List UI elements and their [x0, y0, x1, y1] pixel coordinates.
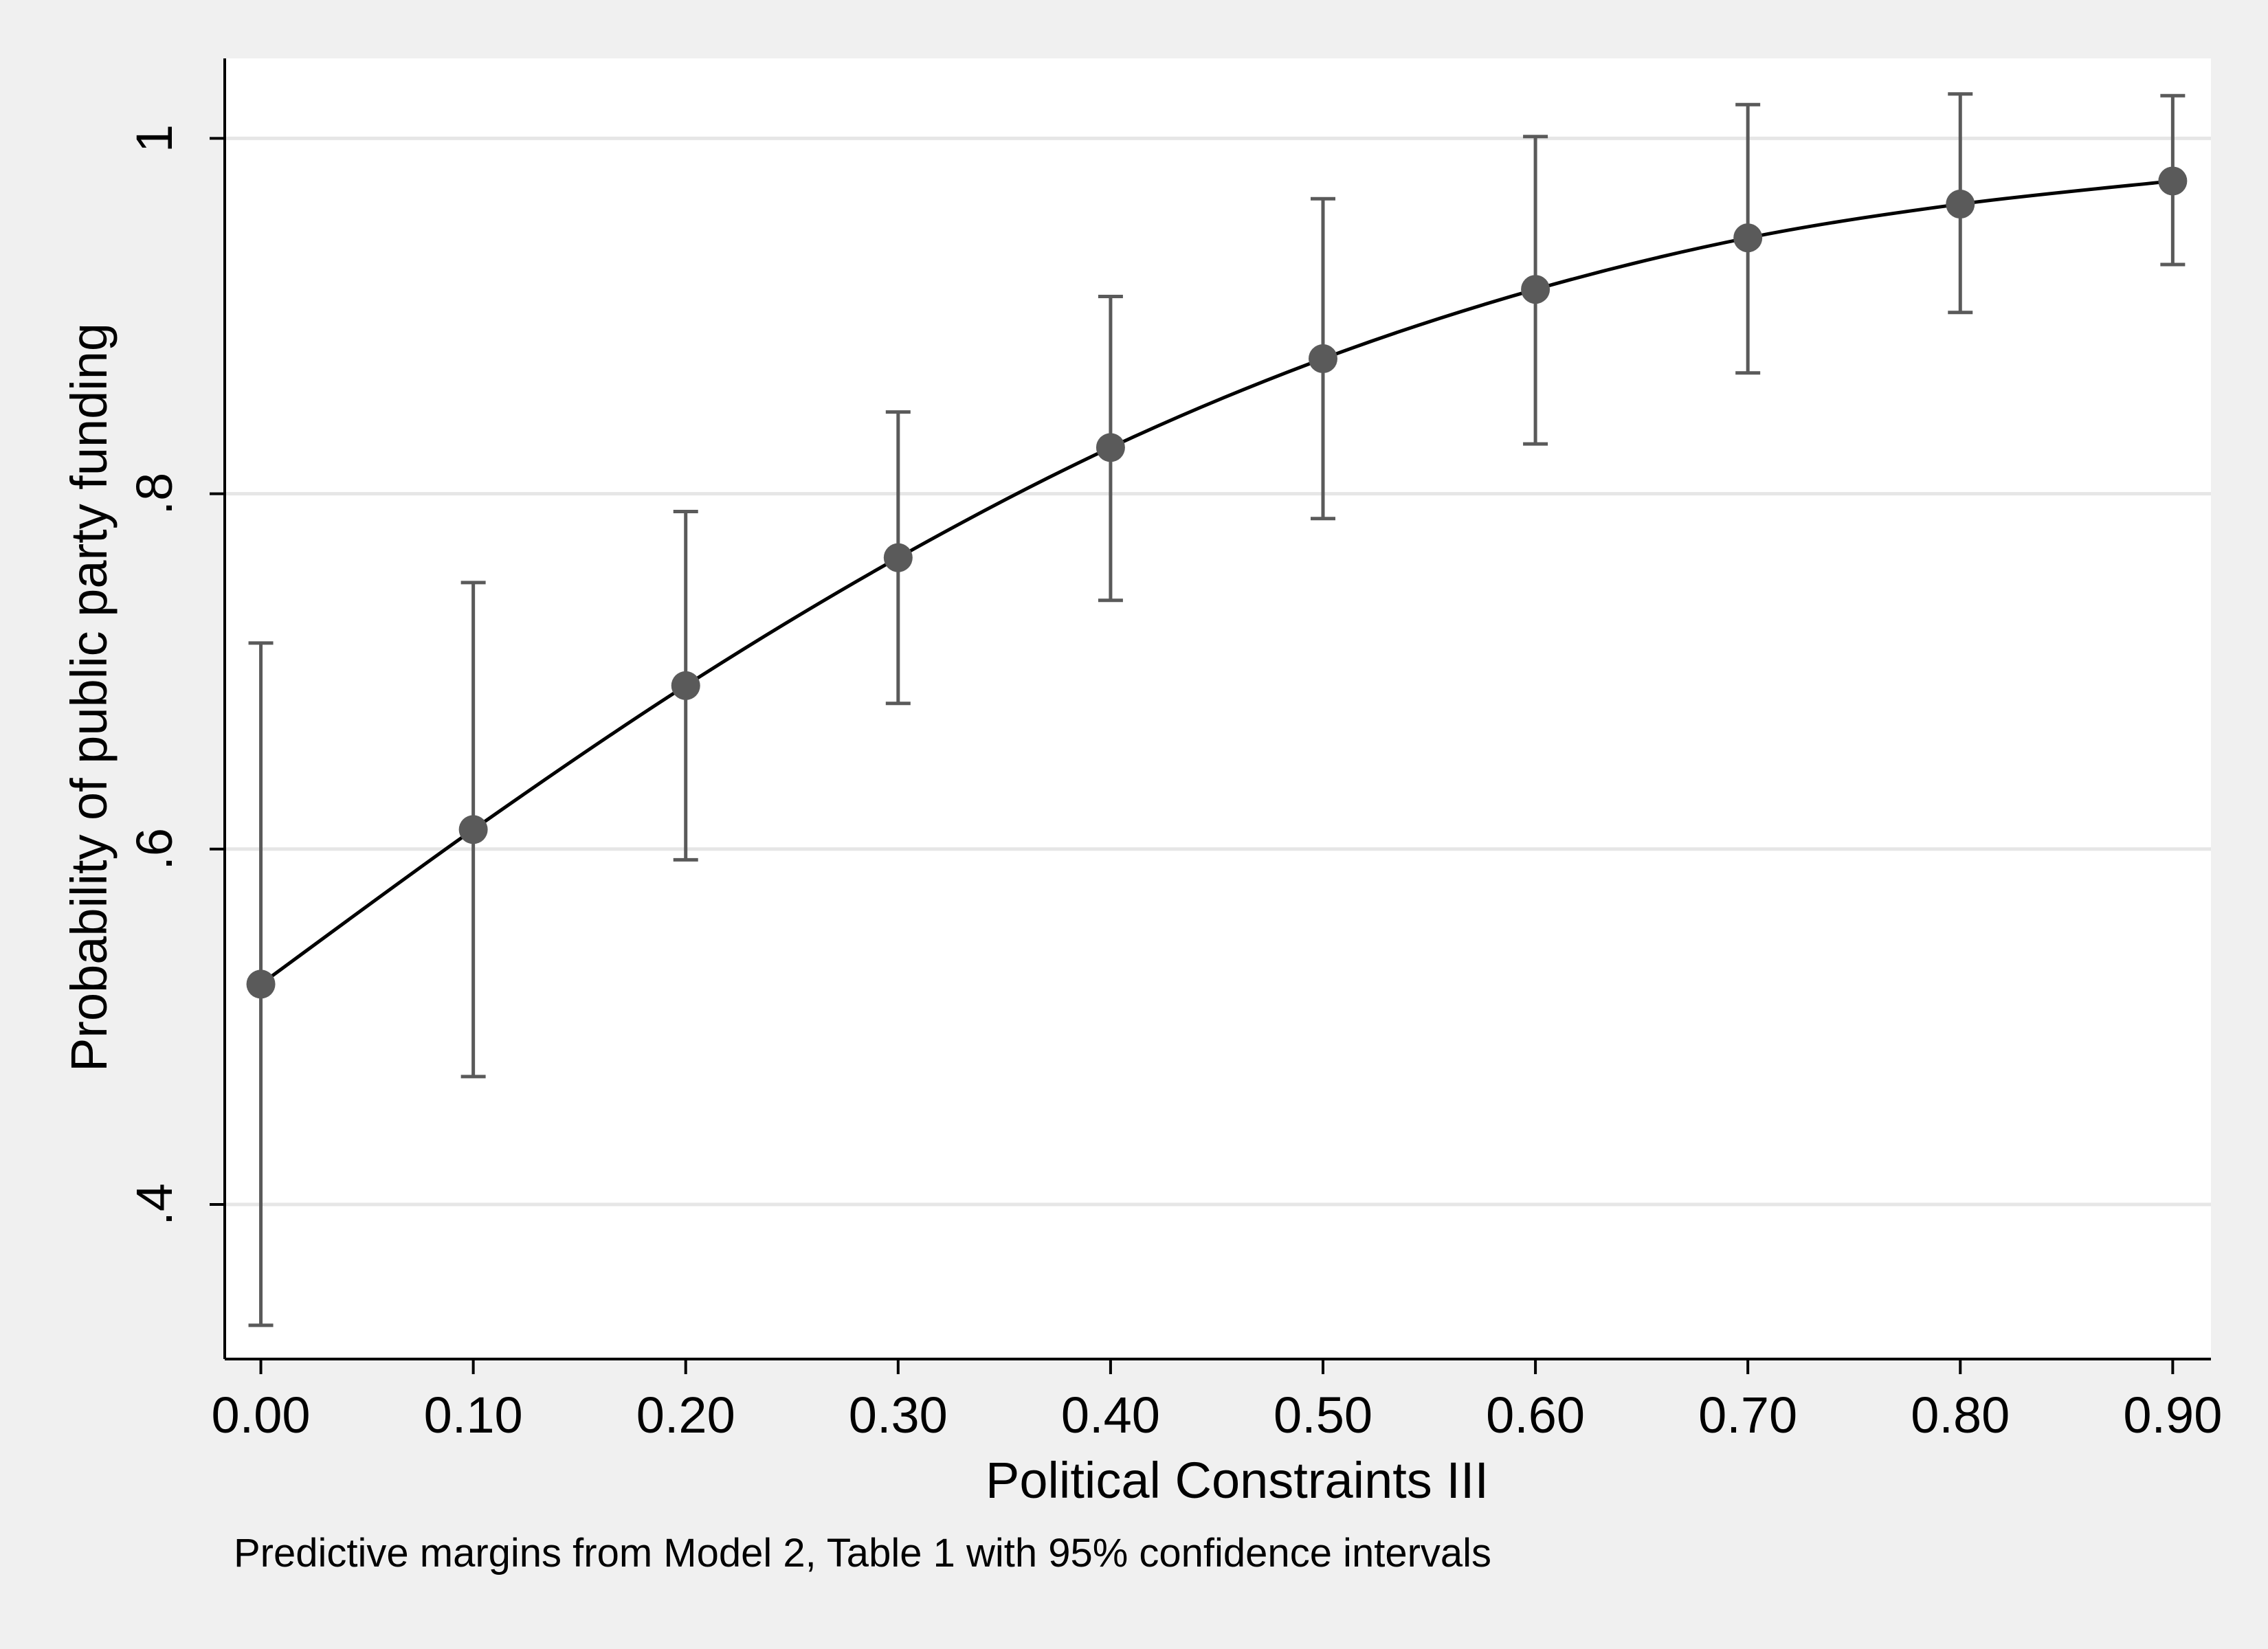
markers — [246, 166, 2188, 999]
x-tick-label: 0.40 — [1061, 1387, 1160, 1444]
series-line — [260, 179, 2173, 986]
y-tick-label: .4 — [126, 1183, 183, 1226]
plot-area — [225, 58, 2211, 1359]
x-tick-label: 0.90 — [2123, 1387, 2222, 1444]
data-point — [1521, 275, 1550, 304]
x-tick-label: 0.80 — [1911, 1387, 2010, 1444]
x-tick-label: 0.70 — [1698, 1387, 1797, 1444]
data-point — [1946, 190, 1975, 219]
y-ticks: .4 .6 .8 1 — [126, 124, 225, 1226]
gridlines — [225, 136, 2211, 1207]
x-tick-label: 0.50 — [1274, 1387, 1372, 1444]
data-point — [458, 815, 488, 844]
data-point — [1733, 223, 1763, 253]
data-point — [671, 671, 700, 700]
data-point — [1096, 433, 1125, 462]
data-point — [246, 969, 276, 999]
x-axis-title: Political Constraints III — [986, 1452, 1489, 1509]
x-tick-label: 0.60 — [1486, 1387, 1585, 1444]
x-tick-label: 0.20 — [636, 1387, 735, 1444]
y-tick-label: .6 — [126, 828, 183, 871]
data-point — [2158, 166, 2188, 196]
x-tick-label: 0.30 — [849, 1387, 948, 1444]
data-point — [1309, 344, 1337, 374]
y-axis-title: Probability of public party funding — [60, 323, 118, 1072]
data-point — [883, 543, 913, 572]
y-tick-label: 1 — [126, 124, 183, 153]
x-ticks: 0.00 0.10 0.20 0.30 0.40 0.50 0.60 0.70 0.80 0.90 — [212, 1359, 2222, 1444]
x-tick-label: 0.10 — [424, 1387, 523, 1444]
chart-note: Predictive margins from Model 2, Table 1… — [234, 1531, 1491, 1575]
x-tick-label: 0.00 — [212, 1387, 311, 1444]
y-tick-label: .8 — [126, 473, 183, 515]
